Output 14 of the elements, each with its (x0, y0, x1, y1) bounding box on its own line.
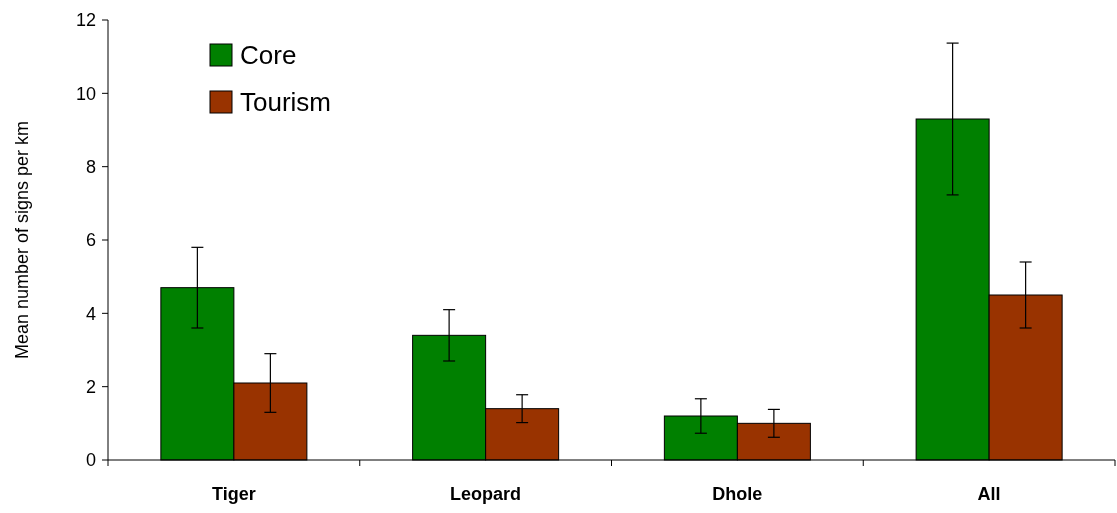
x-tick-label: Tiger (212, 484, 256, 504)
x-tick-label: All (977, 484, 1001, 504)
legend-label: Tourism (240, 87, 332, 118)
y-axis-title: Mean number of signs per km (12, 120, 32, 360)
x-tick-label: Leopard (450, 484, 522, 504)
y-tick-label: 12 (75, 10, 96, 31)
y-tick-label: 4 (85, 303, 96, 324)
y-tick-label: 10 (75, 83, 96, 104)
x-tick-label: Dhole (712, 484, 763, 504)
legend-label: Core (240, 40, 297, 71)
y-tick-label: 0 (85, 450, 96, 471)
y-tick-label: 6 (85, 230, 96, 251)
y-tick-label: 8 (85, 156, 96, 177)
y-tick-label: 2 (85, 376, 96, 397)
